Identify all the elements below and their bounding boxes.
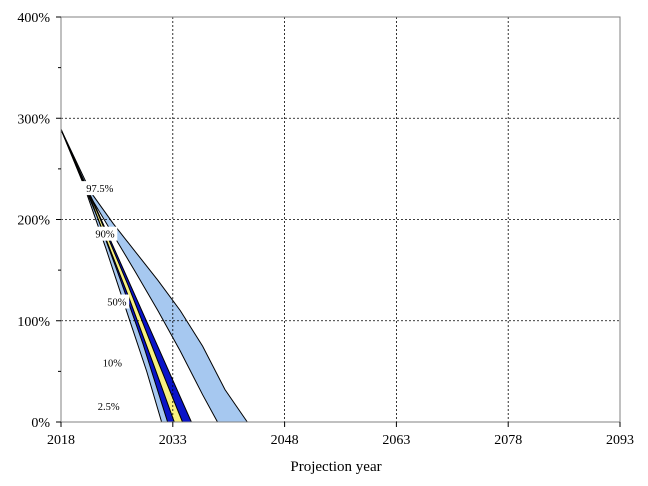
percentile-label-90%: 90% bbox=[92, 226, 118, 241]
y-axis-ticks: 0% 100% 200% 300% 400% bbox=[17, 11, 61, 431]
percentile-line-97.5% bbox=[60, 129, 248, 423]
percentile-line-10% bbox=[60, 129, 169, 423]
x-axis-title: Projection year bbox=[290, 459, 381, 475]
label-text: 50% bbox=[107, 298, 127, 309]
percentile-labels: 97.5% 90% 50% 10% 2.5% bbox=[81, 181, 130, 413]
x-tick-label: 2048 bbox=[271, 433, 299, 448]
percentile-label-10%: 10% bbox=[100, 355, 125, 370]
label-background bbox=[100, 355, 125, 370]
label-text: 90% bbox=[95, 230, 115, 241]
label-text: 2.5% bbox=[98, 402, 120, 413]
percentile-label-50%: 50% bbox=[104, 294, 130, 309]
percentile-label-97.5%: 97.5% bbox=[81, 181, 119, 196]
y-tick-label: 300% bbox=[17, 112, 50, 127]
y-tick-label: 400% bbox=[17, 11, 50, 26]
y-tick-label: 200% bbox=[17, 214, 50, 229]
x-tick-label: 2063 bbox=[382, 433, 410, 448]
percentile-line-2.5% bbox=[60, 129, 163, 423]
x-axis-ticks: 2018 2033 2048 2063 2078 2093 bbox=[47, 422, 634, 448]
band-2.5%-10% bbox=[61, 129, 168, 422]
x-tick-label: 2033 bbox=[159, 433, 187, 448]
label-background bbox=[92, 226, 118, 241]
label-background bbox=[104, 294, 130, 309]
band-75%-90% bbox=[61, 129, 218, 422]
x-tick-label: 2078 bbox=[494, 433, 522, 448]
label-text: 97.5% bbox=[86, 184, 113, 195]
label-text: 10% bbox=[103, 358, 123, 369]
y-tick-label: 100% bbox=[17, 315, 50, 330]
x-tick-label: 2018 bbox=[47, 433, 75, 448]
label-background bbox=[93, 398, 125, 413]
gridlines bbox=[61, 17, 620, 422]
band-10%-25% bbox=[61, 129, 175, 422]
y-tick-label: 0% bbox=[31, 416, 50, 431]
x-tick-label: 2093 bbox=[606, 433, 634, 448]
label-background bbox=[81, 181, 119, 196]
percentile-label-2.5%: 2.5% bbox=[93, 398, 125, 413]
